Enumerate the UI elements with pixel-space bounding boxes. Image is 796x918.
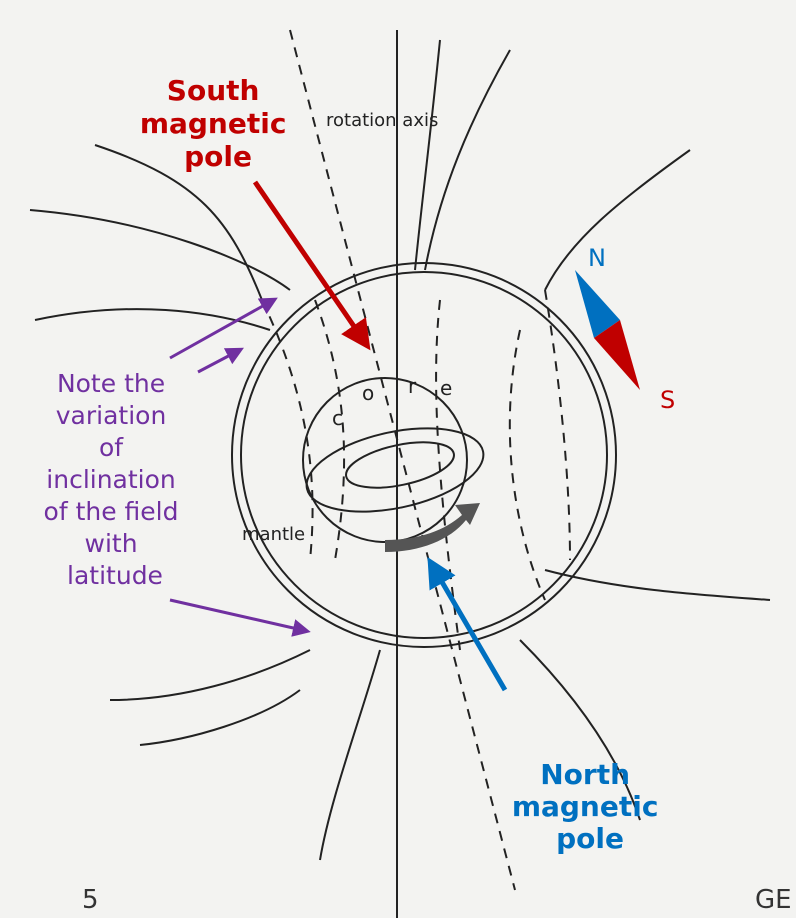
page-number: 5: [82, 885, 99, 915]
core-letter: r: [408, 374, 417, 398]
note-label: Note the variation of inclination of the…: [44, 369, 187, 590]
compass: [575, 270, 640, 390]
compass-n: N: [588, 244, 606, 272]
mantle-label: mantle: [242, 524, 305, 545]
north-pole-label: North magnetic pole: [512, 758, 668, 855]
core-letter: o: [362, 381, 374, 405]
core-letter: e: [440, 376, 452, 400]
compass-s: S: [660, 386, 675, 414]
footer-text: GE: [755, 885, 792, 915]
core-letter: c: [332, 406, 343, 430]
field-lines: [29, 29, 771, 918]
earth: [231, 262, 617, 648]
annotation-arrows: [169, 180, 508, 692]
south-pole-label: South magnetic pole: [140, 74, 296, 173]
rotation-axis-label: rotation axis: [326, 110, 438, 131]
